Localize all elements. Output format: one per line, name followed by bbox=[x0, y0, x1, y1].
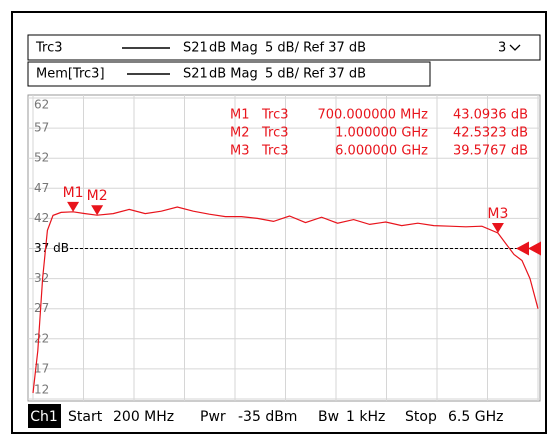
marker-table-x: 1.000000 GHz bbox=[335, 126, 428, 141]
y-tick-label: 22 bbox=[34, 331, 49, 345]
trace-line bbox=[32, 206, 539, 394]
trace-param: S21 bbox=[183, 41, 208, 56]
y-tick-label: 57 bbox=[34, 121, 49, 135]
marker-label: M3 bbox=[487, 206, 508, 222]
trace-format: dB Mag bbox=[209, 67, 258, 82]
y-tick-label: 17 bbox=[34, 361, 49, 375]
channel-setting: Start bbox=[68, 409, 103, 425]
marker-table-label: M1 bbox=[230, 108, 250, 123]
y-tick-label: 47 bbox=[34, 181, 49, 195]
channel-label[interactable]: Ch1 bbox=[30, 409, 58, 425]
y-tick-label: 27 bbox=[34, 301, 49, 315]
marker-table-trace: Trc3 bbox=[261, 108, 289, 123]
channel-tab[interactable] bbox=[28, 404, 61, 428]
channel-setting: Pwr bbox=[200, 409, 226, 425]
trace-row-box[interactable] bbox=[27, 61, 431, 87]
marker-label: M2 bbox=[87, 188, 108, 204]
y-tick-label: 62 bbox=[34, 98, 49, 112]
y-tick-label: 12 bbox=[34, 383, 49, 397]
marker-table-value: 39.5767 dB bbox=[453, 144, 528, 159]
trace-format: dB Mag bbox=[209, 41, 258, 56]
marker-table-value: 42.5323 dB bbox=[453, 126, 528, 141]
channel-setting: -35 dBm bbox=[238, 409, 297, 425]
trace-scale: 5 dB/ Ref 37 dB bbox=[265, 67, 366, 82]
trace-scale: 5 dB/ Ref 37 dB bbox=[265, 41, 366, 56]
marker-label: M1 bbox=[63, 185, 84, 201]
marker bbox=[91, 205, 104, 216]
y-tick-label: 42 bbox=[34, 211, 49, 225]
marker-table-x: 6.000000 GHz bbox=[335, 144, 428, 159]
marker-table-trace: Trc3 bbox=[261, 144, 289, 159]
trace-name: Trc3 bbox=[35, 41, 63, 56]
dropdown-chevron[interactable] bbox=[509, 44, 521, 51]
trace-name: Mem[Trc3] bbox=[36, 67, 105, 82]
marker-table-trace: Trc3 bbox=[261, 126, 289, 141]
marker bbox=[491, 222, 504, 233]
channel-setting: 1 kHz bbox=[346, 409, 385, 425]
channel-setting: Stop bbox=[405, 409, 437, 425]
channel-setting: 6.5 GHz bbox=[448, 409, 503, 425]
channel-setting: Bw bbox=[318, 409, 339, 425]
y-tick-label: 52 bbox=[34, 151, 49, 165]
marker-table-label: M2 bbox=[230, 126, 250, 141]
reference-arrow bbox=[516, 241, 529, 256]
trace-row-box[interactable] bbox=[27, 34, 541, 61]
marker bbox=[67, 201, 80, 212]
marker-table-label: M3 bbox=[230, 144, 250, 159]
reference-arrow bbox=[528, 241, 541, 256]
marker-table-x: 700.000000 MHz bbox=[317, 108, 428, 123]
trace-param: S21 bbox=[183, 67, 208, 82]
marker-table-value: 43.0936 dB bbox=[453, 108, 528, 123]
y-tick-label: 37 dB bbox=[34, 241, 69, 255]
y-tick-label: 32 bbox=[34, 271, 49, 285]
diagram-count[interactable]: 3 bbox=[498, 41, 506, 56]
channel-setting: 200 MHz bbox=[113, 409, 174, 425]
